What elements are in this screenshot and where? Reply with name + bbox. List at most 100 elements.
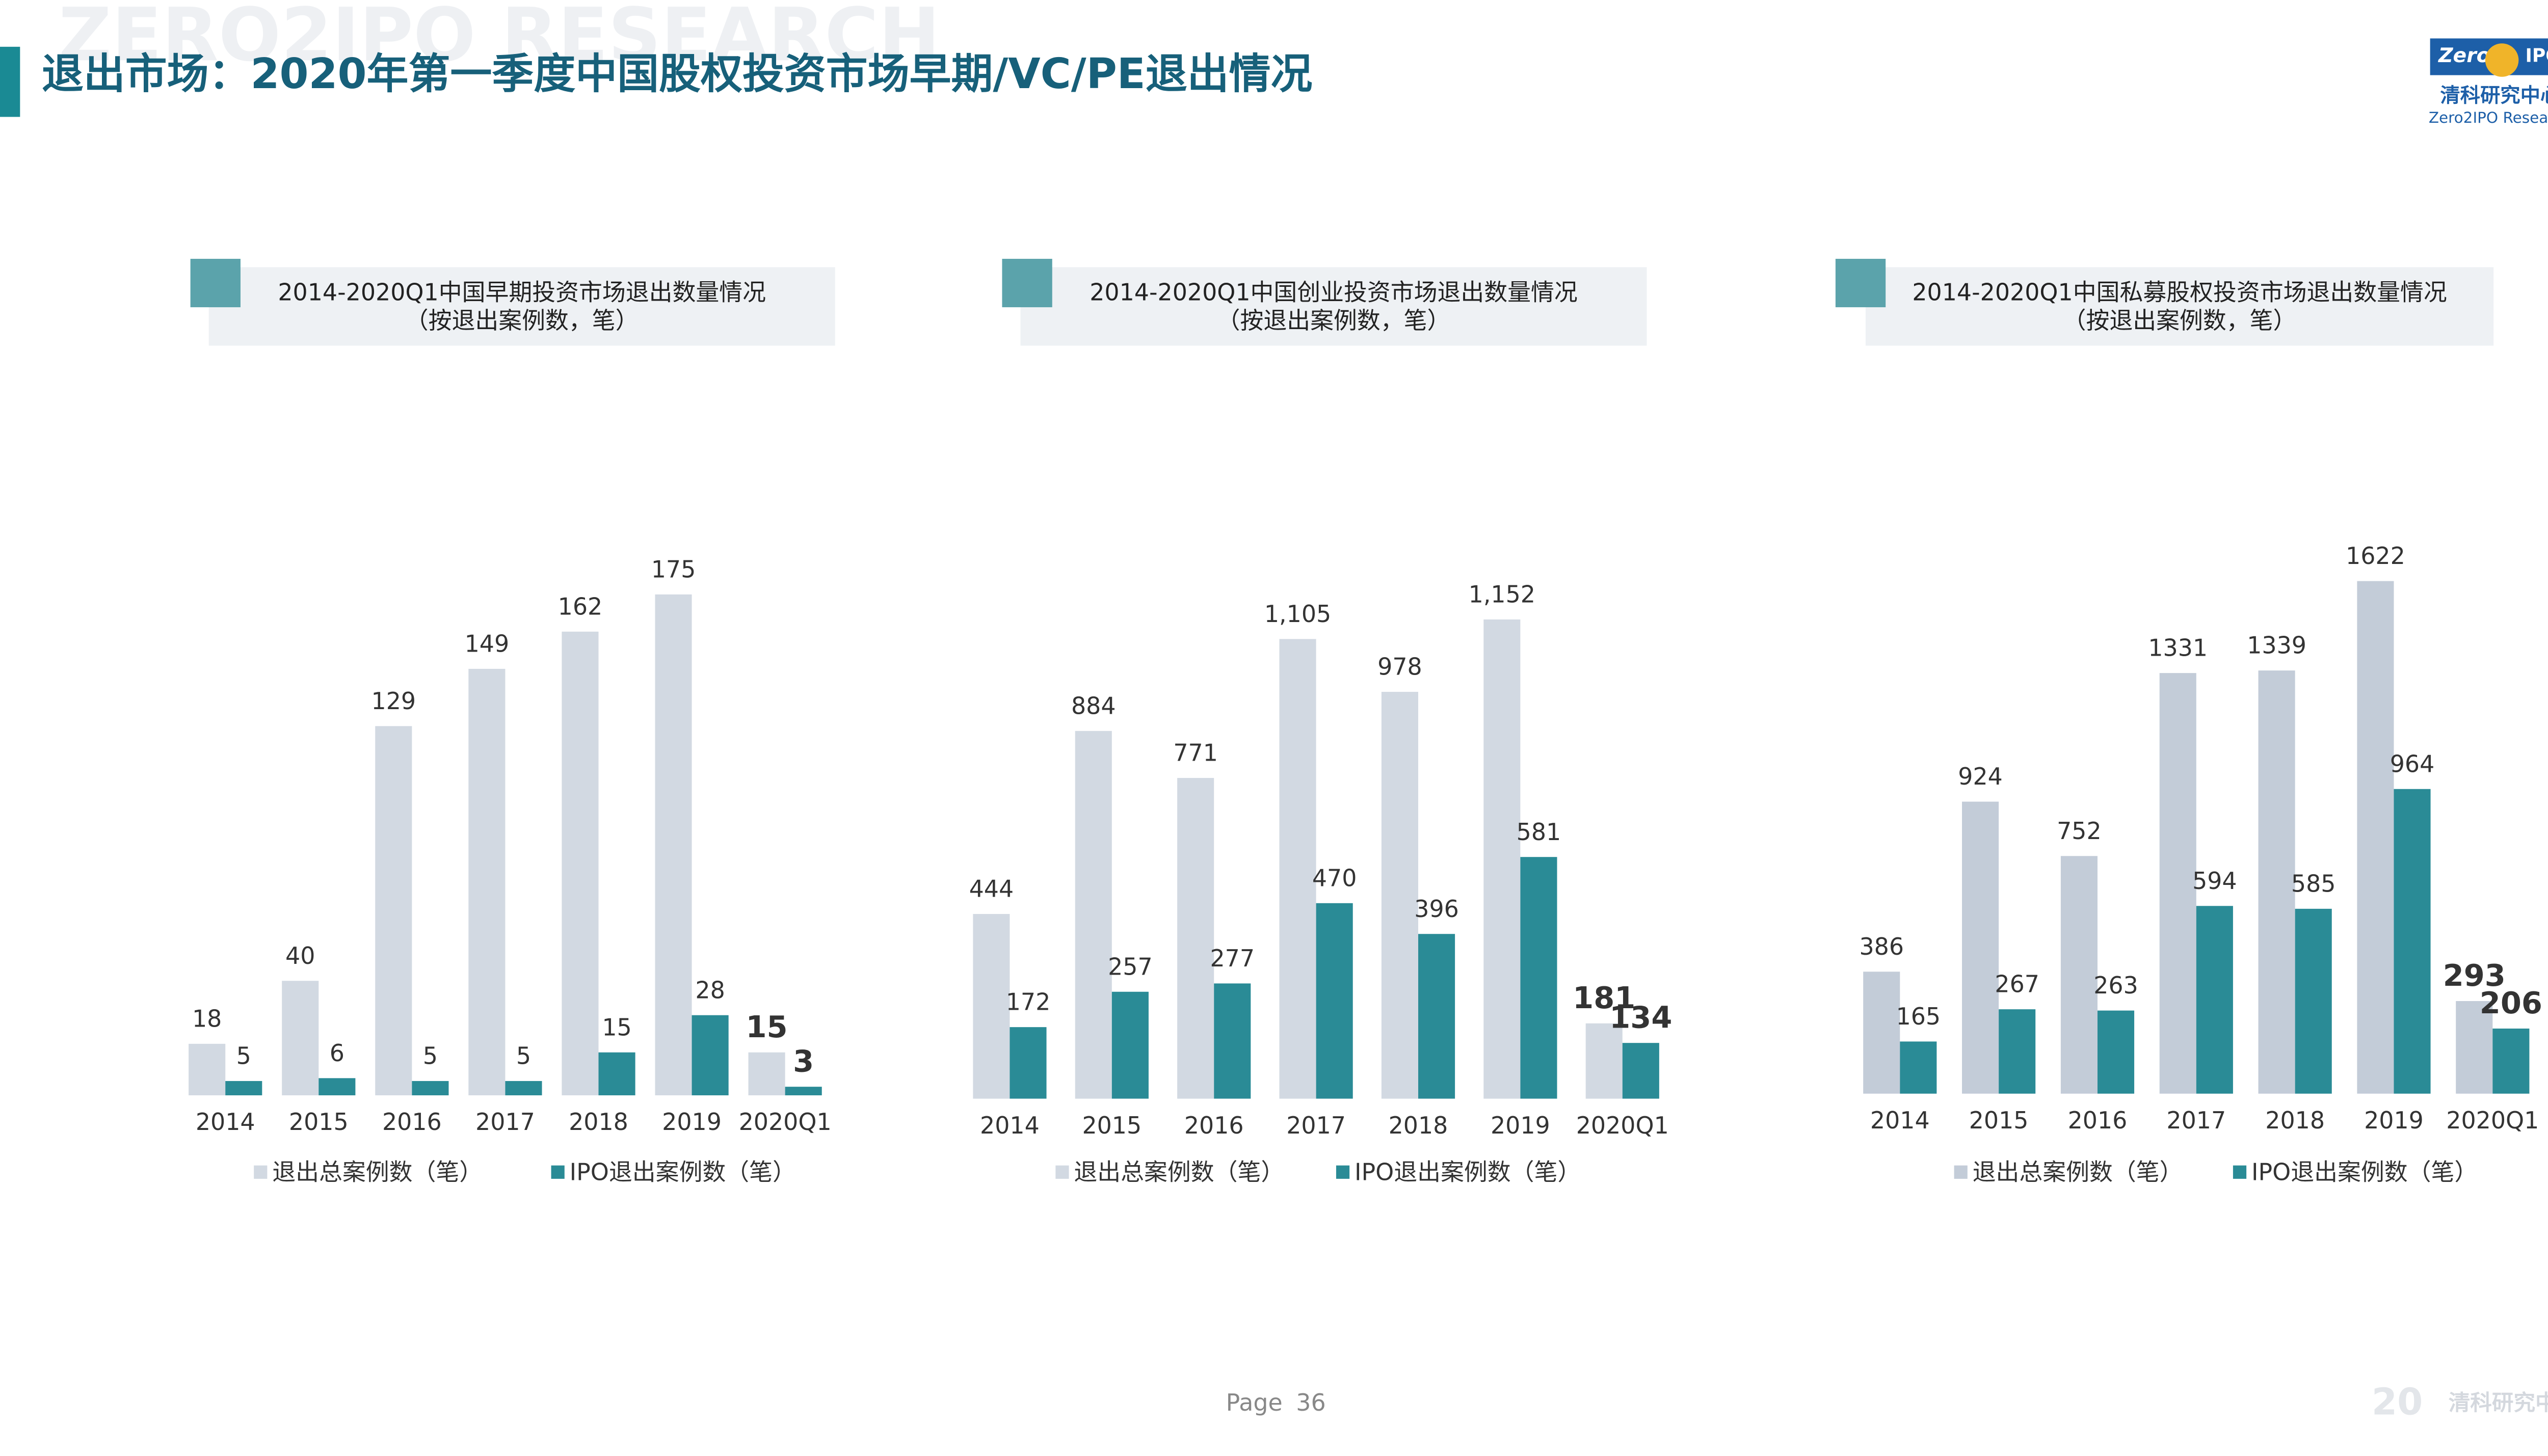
- data-label: 752: [2057, 817, 2102, 845]
- bar: [1010, 1027, 1047, 1099]
- data-label: 924: [1958, 763, 2003, 790]
- bar: [1075, 731, 1112, 1099]
- bar: [2097, 1010, 2135, 1094]
- data-label: 267: [1995, 970, 2039, 998]
- logo-ipo: IPO: [2525, 45, 2548, 66]
- logo-name-cn: 清科研究中心: [2440, 85, 2548, 107]
- bar: [1214, 983, 1251, 1099]
- data-label: 162: [558, 592, 603, 620]
- title-marker: [190, 259, 241, 308]
- title-box: [208, 267, 835, 346]
- footer-mark: 20: [2372, 1381, 2423, 1423]
- data-label: 172: [1006, 988, 1051, 1016]
- bar: [412, 1081, 449, 1096]
- data-label: 444: [969, 875, 1014, 903]
- data-label: 594: [2192, 867, 2237, 895]
- chart-title: 2014-2020Q1中国创业投资市场退出数量情况: [1090, 278, 1578, 306]
- bar: [468, 668, 506, 1096]
- x-tick-label: 2019: [2364, 1107, 2424, 1134]
- bar: [1279, 639, 1316, 1099]
- x-tick-label: 2017: [1286, 1112, 1346, 1139]
- x-tick-label: 2016: [2068, 1107, 2128, 1134]
- data-label: 18: [192, 1005, 222, 1033]
- data-label: 1339: [2247, 632, 2306, 659]
- legend-label: IPO退出案例数（笔）: [570, 1158, 796, 1186]
- legend-label: 退出总案例数（笔）: [1973, 1158, 2183, 1186]
- bar: [1622, 1043, 1659, 1099]
- bar: [2159, 673, 2196, 1094]
- logo-two: [2485, 43, 2519, 77]
- legend-label: 退出总案例数（笔）: [1074, 1158, 1284, 1186]
- data-label: 1,152: [1469, 581, 1535, 608]
- legend-swatch: [1055, 1165, 1069, 1179]
- page-number: 36: [1296, 1389, 1325, 1416]
- bar: [1316, 903, 1353, 1099]
- bar: [598, 1052, 635, 1096]
- bar: [505, 1081, 542, 1096]
- data-label: 181: [1573, 980, 1635, 1015]
- chart-title: 2014-2020Q1中国早期投资市场退出数量情况: [278, 278, 766, 306]
- data-label: 5: [423, 1042, 438, 1070]
- data-label: 129: [371, 687, 416, 715]
- data-label: 15: [746, 1009, 788, 1044]
- x-tick-label: 2015: [1082, 1112, 1142, 1139]
- x-tick-label: 2015: [1969, 1107, 2029, 1134]
- bar: [189, 1043, 226, 1096]
- legend-swatch: [1954, 1165, 1968, 1179]
- watermark: ZERO2IPO RESEARCH: [59, 0, 940, 78]
- data-label: 1331: [2148, 634, 2208, 662]
- data-label: 6: [330, 1039, 344, 1067]
- bar: [748, 1052, 785, 1096]
- logo-name-en: Zero2IPO Research: [2429, 109, 2548, 126]
- data-label: 175: [651, 555, 696, 583]
- bar: [2394, 789, 2431, 1094]
- data-label: 3: [793, 1043, 814, 1078]
- data-label: 206: [2480, 985, 2542, 1020]
- data-label: 149: [465, 630, 510, 658]
- x-tick-label: 2017: [2166, 1107, 2226, 1134]
- footer-brand: 清科研究中心: [2449, 1390, 2548, 1416]
- chart-title: 2014-2020Q1中国私募股权投资市场退出数量情况: [1912, 278, 2447, 306]
- x-tick-label: 2018: [1389, 1112, 1448, 1139]
- title-accent: [0, 46, 20, 117]
- x-tick-label: 2019: [1491, 1112, 1550, 1139]
- data-label: 978: [1377, 653, 1422, 681]
- bar: [319, 1078, 356, 1096]
- bar: [1962, 801, 1999, 1094]
- legend-swatch: [1336, 1165, 1350, 1179]
- data-label: 28: [695, 976, 725, 1004]
- legend-label: IPO退出案例数（笔）: [1355, 1158, 1581, 1186]
- data-label: 884: [1071, 692, 1116, 719]
- bar: [973, 914, 1010, 1099]
- data-label: 5: [516, 1042, 531, 1070]
- bar: [375, 726, 412, 1096]
- bar: [1585, 1023, 1623, 1099]
- data-label: 257: [1108, 953, 1153, 980]
- data-label: 470: [1312, 864, 1357, 892]
- x-tick-label: 2020Q1: [739, 1108, 832, 1136]
- legend-label: 退出总案例数（笔）: [272, 1158, 483, 1186]
- page-label: Page: [1226, 1389, 1283, 1416]
- bar: [2295, 908, 2332, 1094]
- data-label: 263: [2093, 972, 2138, 999]
- bar: [1900, 1041, 1937, 1094]
- data-label: 396: [1414, 895, 1459, 923]
- x-tick-label: 2018: [569, 1108, 628, 1136]
- data-label: 581: [1517, 818, 1561, 846]
- data-label: 1622: [2346, 542, 2405, 570]
- data-label: 1,105: [1264, 600, 1331, 628]
- bar: [1483, 619, 1521, 1099]
- bar: [692, 1015, 729, 1096]
- x-tick-label: 2016: [1184, 1112, 1244, 1139]
- chart-subtitle: （按退出案例数，笔）: [1217, 307, 1451, 334]
- x-tick-label: 2014: [196, 1108, 255, 1136]
- x-tick-label: 2020Q1: [1576, 1112, 1669, 1139]
- title-marker: [1002, 259, 1052, 308]
- bar: [2258, 670, 2295, 1094]
- title-box: [1865, 267, 2494, 346]
- data-label: 585: [2291, 870, 2336, 897]
- bar: [2357, 581, 2394, 1094]
- data-label: 293: [2443, 958, 2506, 993]
